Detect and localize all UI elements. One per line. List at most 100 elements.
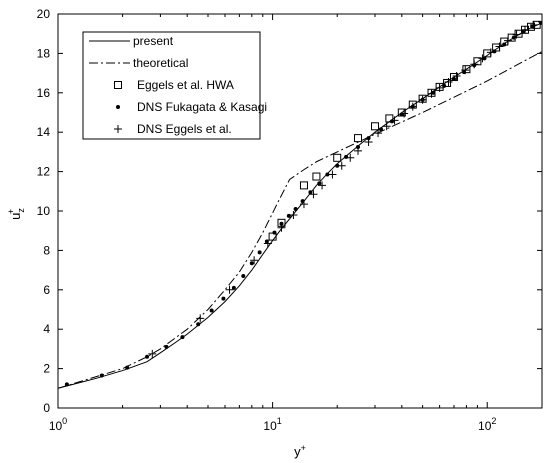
y-tick-label: 4 bbox=[43, 322, 50, 336]
point-dns-fukagata-kasagi bbox=[196, 322, 201, 327]
point-dns-fukagata-kasagi bbox=[530, 24, 535, 29]
point-dns-fukagata-kasagi bbox=[272, 230, 277, 235]
x-tick-label: 100 bbox=[49, 416, 67, 433]
point-dns-fukagata-kasagi bbox=[317, 181, 322, 186]
point-dns-fukagata-kasagi bbox=[145, 354, 150, 359]
x-tick-label-base: 10 bbox=[263, 419, 277, 433]
point-dns-eggels-et-al bbox=[390, 116, 399, 125]
point-dns-fukagata-kasagi bbox=[325, 172, 330, 177]
x-tick-label-base: 10 bbox=[49, 419, 63, 433]
point-dns-eggels-et-al bbox=[427, 89, 436, 98]
y-tick-label: 12 bbox=[37, 165, 51, 179]
point-dns-fukagata-kasagi bbox=[335, 163, 340, 168]
x-axis-title-base: y bbox=[294, 444, 301, 459]
legend-item-theoretical: theoretical bbox=[89, 56, 188, 70]
legend-label-present: present bbox=[133, 34, 174, 48]
legend-item-eggels-et-al-hwa: Eggels et al. HWA bbox=[114, 78, 234, 92]
x-tick-label-exp: 1 bbox=[277, 416, 282, 426]
point-dns-fukagata-kasagi bbox=[442, 83, 447, 88]
point-dns-eggels-et-al bbox=[408, 102, 417, 111]
legend-label-dns-eggels-et-al: DNS Eggels et al. bbox=[137, 122, 232, 136]
legend-label-eggels-et-al-hwa: Eggels et al. HWA bbox=[137, 78, 234, 92]
point-dns-eggels-et-al bbox=[225, 285, 234, 294]
legend-swatch-dns-fukagata-kasagi bbox=[116, 105, 120, 109]
y-tick-label: 8 bbox=[43, 243, 50, 257]
legend-item-dns-fukagata-kasagi: DNS Fukagata & Kasagi bbox=[116, 100, 267, 114]
point-dns-eggels-et-al bbox=[364, 138, 373, 147]
point-dns-fukagata-kasagi bbox=[125, 365, 130, 370]
point-dns-fukagata-kasagi bbox=[308, 190, 313, 195]
y-tick-label: 6 bbox=[43, 283, 50, 297]
point-eggels-et-al-hwa bbox=[462, 65, 471, 74]
series-layer bbox=[58, 17, 542, 389]
point-dns-eggels-et-al bbox=[504, 36, 513, 45]
point-dns-fukagata-kasagi bbox=[257, 250, 262, 255]
point-dns-eggels-et-al bbox=[354, 146, 363, 155]
y-axis-title-sup: + bbox=[6, 209, 16, 214]
legend-swatch-eggels-et-al-hwa bbox=[114, 81, 122, 89]
point-dns-eggels-et-al bbox=[337, 161, 346, 170]
point-dns-fukagata-kasagi bbox=[180, 335, 185, 340]
point-dns-fukagata-kasagi bbox=[379, 127, 384, 132]
y-tick-label: 2 bbox=[43, 362, 50, 376]
point-dns-eggels-et-al bbox=[461, 66, 470, 75]
point-dns-fukagata-kasagi bbox=[64, 382, 69, 387]
point-dns-fukagata-kasagi bbox=[502, 42, 507, 47]
point-dns-eggels-et-al bbox=[289, 210, 298, 219]
point-dns-fukagata-kasagi bbox=[241, 274, 246, 279]
point-eggels-et-al-hwa bbox=[385, 114, 394, 123]
point-dns-eggels-et-al bbox=[486, 48, 495, 57]
y-tick-label: 20 bbox=[37, 7, 51, 21]
point-dns-eggels-et-al bbox=[318, 181, 327, 190]
legend-label-dns-fukagata-kasagi: DNS Fukagata & Kasagi bbox=[137, 100, 267, 114]
point-dns-eggels-et-al bbox=[374, 129, 383, 138]
y-tick-label: 18 bbox=[37, 46, 51, 60]
point-dns-fukagata-kasagi bbox=[164, 344, 169, 349]
point-dns-eggels-et-al bbox=[478, 54, 487, 63]
y-axis-title-sub: z bbox=[16, 208, 26, 213]
point-eggels-et-al-hwa bbox=[371, 122, 380, 131]
point-dns-fukagata-kasagi bbox=[521, 29, 526, 34]
legend: present theoretical Eggels et al. HWA DNS F… bbox=[82, 31, 267, 140]
point-dns-eggels-et-al bbox=[328, 170, 337, 179]
legend-item-present: present bbox=[89, 34, 174, 48]
point-dns-eggels-et-al bbox=[470, 60, 479, 69]
point-dns-eggels-et-al bbox=[529, 20, 538, 29]
legend-swatch-dns-eggels-et-al bbox=[114, 125, 122, 133]
y-tick-label: 10 bbox=[37, 204, 51, 218]
point-dns-eggels-et-al bbox=[277, 223, 286, 232]
point-dns-eggels-et-al bbox=[521, 25, 530, 34]
x-axis-title: y+ bbox=[294, 443, 306, 459]
point-dns-eggels-et-al bbox=[452, 72, 461, 81]
legend-item-dns-eggels-et-al: DNS Eggels et al. bbox=[114, 122, 232, 136]
point-dns-fukagata-kasagi bbox=[99, 373, 104, 378]
point-dns-eggels-et-al bbox=[309, 190, 318, 199]
point-eggels-et-al-hwa bbox=[299, 181, 308, 190]
x-tick-label: 101 bbox=[263, 416, 281, 433]
point-dns-eggels-et-al bbox=[263, 239, 272, 248]
point-dns-eggels-et-al bbox=[346, 153, 355, 162]
x-tick-label-exp: 2 bbox=[491, 416, 496, 426]
point-dns-eggels-et-al bbox=[444, 77, 453, 86]
x-tick-label: 102 bbox=[478, 416, 496, 433]
y-tick-label: 0 bbox=[43, 401, 50, 415]
point-eggels-et-al-hwa bbox=[443, 78, 452, 87]
point-dns-eggels-et-al bbox=[250, 256, 259, 265]
point-dns-eggels-et-al bbox=[382, 122, 391, 131]
point-dns-fukagata-kasagi bbox=[231, 285, 236, 290]
y-axis-title-base: u bbox=[8, 213, 23, 220]
point-eggels-et-al-hwa bbox=[312, 172, 321, 181]
point-dns-eggels-et-al bbox=[148, 349, 157, 358]
point-dns-fukagata-kasagi bbox=[221, 296, 226, 301]
point-eggels-et-al-hwa bbox=[527, 22, 536, 31]
y-tick-label: 16 bbox=[37, 86, 51, 100]
x-tick-label-base: 10 bbox=[478, 419, 492, 433]
legend-box bbox=[82, 31, 261, 140]
point-dns-eggels-et-al bbox=[435, 83, 444, 92]
point-dns-eggels-et-al bbox=[400, 109, 409, 118]
x-axis-title-sup: + bbox=[301, 443, 306, 453]
x-tick-label-exp: 0 bbox=[62, 416, 67, 426]
legend-items: present theoretical Eggels et al. HWA DNS F… bbox=[89, 34, 267, 136]
